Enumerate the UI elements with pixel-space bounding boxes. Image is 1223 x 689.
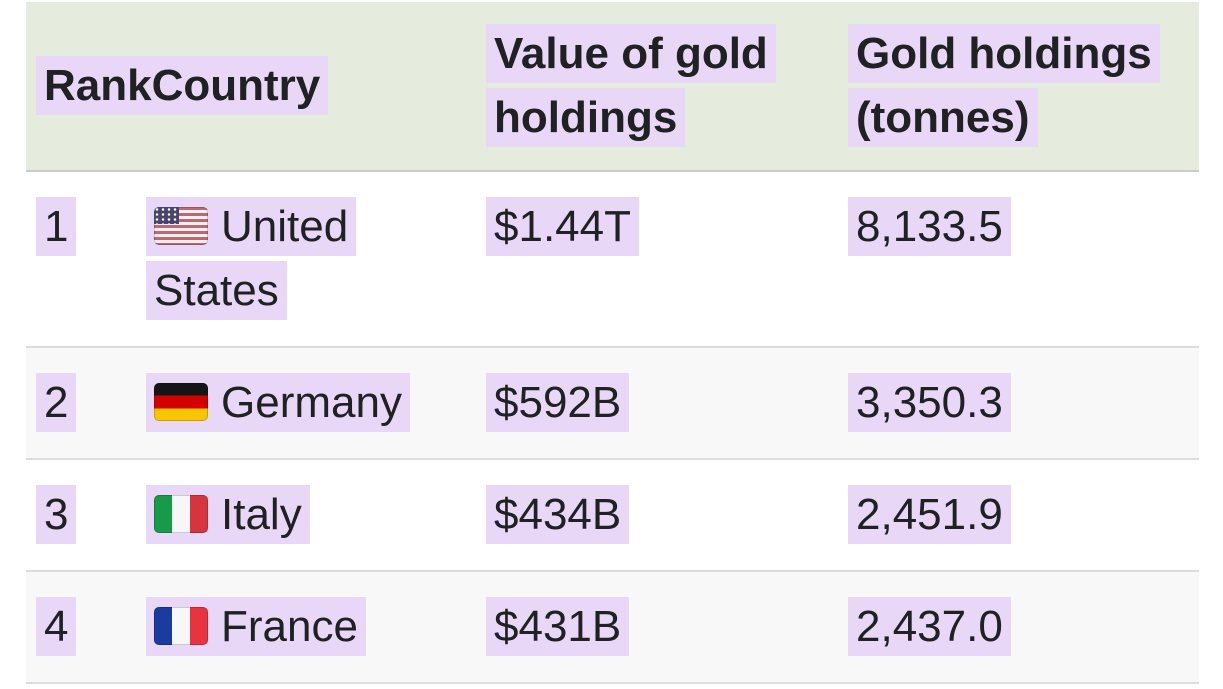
tonnes-cell: 8,133.5 <box>848 171 1199 347</box>
rank-cell: 4 <box>26 571 146 683</box>
header-row: RankCountry Value of gold holdings Gold … <box>26 2 1199 172</box>
rank-country-header-highlight: RankCountry <box>36 56 329 115</box>
tonnes-cell: 3,350.3 <box>848 347 1199 459</box>
value-cell: $592B <box>486 347 848 459</box>
header-cell-value: Value of gold holdings <box>486 2 848 172</box>
country-header-label: Country <box>151 61 321 110</box>
gold-value: $431B <box>486 597 630 656</box>
germany-flag-icon <box>154 383 208 421</box>
gold-value: $592B <box>486 373 630 432</box>
country-cell: United States <box>146 171 486 347</box>
italy-flag-icon <box>154 495 208 533</box>
table-row: 3 Italy $434B 2,451.9 <box>26 459 1199 571</box>
country-cell: France <box>146 571 486 683</box>
gold-holdings-table: RankCountry Value of gold holdings Gold … <box>26 2 1199 684</box>
rank-header-label: Rank <box>44 61 152 110</box>
tonnes-header-label: Gold holdings (tonnes) <box>848 24 1160 147</box>
tonnes-cell: 2,437.0 <box>848 571 1199 683</box>
table-body: 1 United States $1.44T 8,133.5 2 Germany… <box>26 171 1199 683</box>
rank-cell: 1 <box>26 171 146 347</box>
country-highlight: France <box>146 597 366 656</box>
gold-holdings-table-container: RankCountry Value of gold holdings Gold … <box>26 2 1199 684</box>
rank-cell: 3 <box>26 459 146 571</box>
tonnes-cell: 2,451.9 <box>848 459 1199 571</box>
value-cell: $431B <box>486 571 848 683</box>
united-states-flag-icon <box>154 207 208 245</box>
country-name: Germany <box>221 378 402 427</box>
table-row: 2 Germany $592B 3,350.3 <box>26 347 1199 459</box>
rank-value: 1 <box>36 197 77 256</box>
gold-value: $434B <box>486 485 630 544</box>
table-row: 1 United States $1.44T 8,133.5 <box>26 171 1199 347</box>
tonnes-value: 3,350.3 <box>848 373 1011 432</box>
rank-cell: 2 <box>26 347 146 459</box>
country-highlight: Germany <box>146 373 410 432</box>
table-header: RankCountry Value of gold holdings Gold … <box>26 2 1199 172</box>
header-cell-tonnes: Gold holdings (tonnes) <box>848 2 1199 172</box>
tonnes-value: 8,133.5 <box>848 197 1011 256</box>
country-name: France <box>221 602 358 651</box>
rank-value: 3 <box>36 485 77 544</box>
value-header-label: Value of gold holdings <box>486 24 776 147</box>
table-row: 4 France $431B 2,437.0 <box>26 571 1199 683</box>
value-cell: $434B <box>486 459 848 571</box>
country-highlight: Italy <box>146 485 310 544</box>
rank-value: 2 <box>36 373 77 432</box>
country-highlight: United States <box>146 197 357 320</box>
country-name: Italy <box>221 490 302 539</box>
country-name: United States <box>154 202 349 315</box>
tonnes-value: 2,437.0 <box>848 597 1011 656</box>
france-flag-icon <box>154 607 208 645</box>
tonnes-value: 2,451.9 <box>848 485 1011 544</box>
rank-value: 4 <box>36 597 77 656</box>
gold-value: $1.44T <box>486 197 639 256</box>
value-cell: $1.44T <box>486 171 848 347</box>
header-cell-rank-country: RankCountry <box>26 2 486 172</box>
country-cell: Italy <box>146 459 486 571</box>
country-cell: Germany <box>146 347 486 459</box>
